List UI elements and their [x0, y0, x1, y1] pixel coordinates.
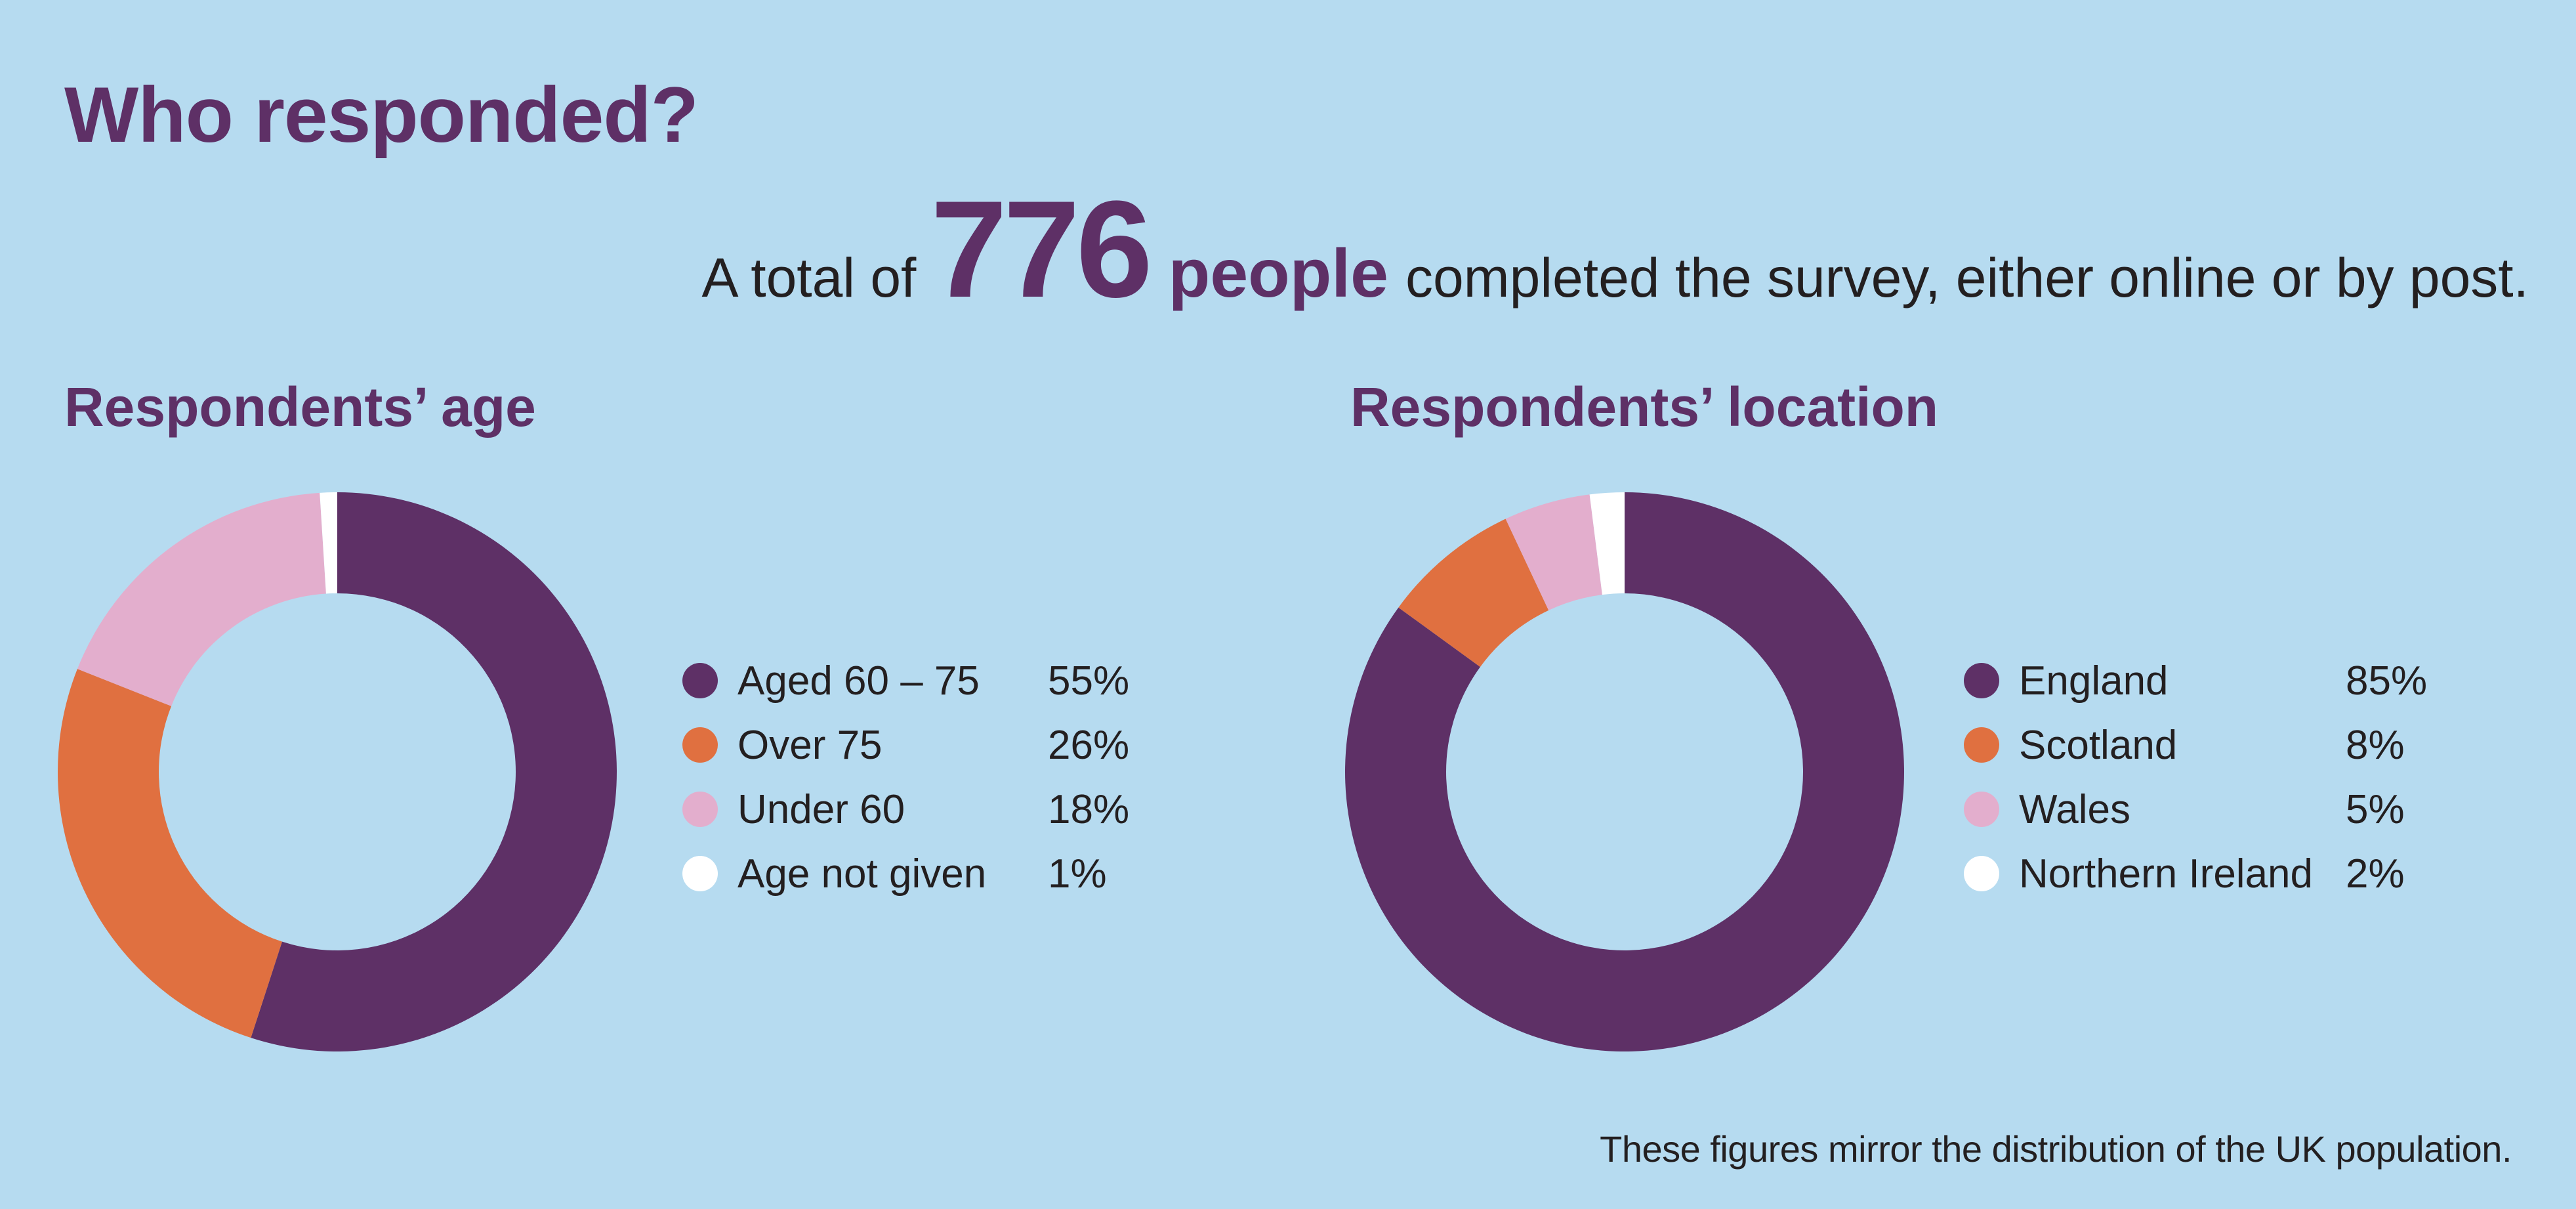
- donut-slice-scotland: [1398, 519, 1549, 668]
- legend-label: Scotland: [2019, 722, 2178, 768]
- donut-slice-aged-60-75: [251, 492, 617, 1051]
- legend-value: 85%: [2346, 658, 2428, 704]
- legend-swatch: [682, 663, 718, 698]
- legend-swatch: [1964, 792, 1999, 827]
- donut-slice-age-not-given: [320, 492, 337, 594]
- donut-slice-under-60: [77, 492, 326, 706]
- legend-item: Under 60 18%: [682, 777, 1129, 841]
- footnote: These figures mirror the distribution of…: [1600, 1128, 2512, 1170]
- legend-swatch: [1964, 727, 1999, 763]
- donut-slice-wales: [1505, 494, 1602, 610]
- legend-item: Scotland 8%: [1964, 713, 2405, 777]
- age-legend: Aged 60 – 75 55% Over 75 26% Under 60 18…: [682, 648, 1129, 906]
- legend-value: 18%: [1048, 786, 1130, 832]
- legend-item: Over 75 26%: [682, 713, 1129, 777]
- legend-value: 55%: [1048, 658, 1130, 704]
- legend-swatch: [1964, 663, 1999, 698]
- legend-item: Northern Ireland 2%: [1964, 841, 2405, 906]
- legend-label: Age not given: [737, 851, 987, 897]
- donut-slice-over-75: [58, 669, 282, 1038]
- location-legend: England 85% Scotland 8% Wales 5% Norther…: [1964, 648, 2427, 906]
- location-donut-chart: [1345, 492, 1904, 1051]
- donut-slice-england: [1345, 492, 1904, 1051]
- page-title: Who responded?: [64, 71, 699, 159]
- age-donut-chart: [58, 492, 617, 1051]
- headline: A total of 776 people completed the surv…: [702, 180, 2529, 318]
- legend-swatch: [682, 792, 718, 827]
- legend-swatch: [682, 856, 718, 891]
- headline-prefix: A total of: [701, 247, 917, 308]
- legend-value: 5%: [2346, 786, 2405, 832]
- legend-label: Over 75: [737, 722, 883, 768]
- legend-value: 26%: [1048, 722, 1130, 768]
- legend-item: England 85%: [1964, 648, 2427, 713]
- legend-value: 1%: [1048, 851, 1107, 897]
- legend-label: Wales: [2019, 786, 2130, 832]
- headline-suffix: completed the survey, either online or b…: [1405, 247, 2529, 308]
- legend-item: Age not given 1%: [682, 841, 1107, 906]
- legend-label: Aged 60 – 75: [737, 658, 980, 704]
- location-chart-title: Respondents’ location: [1350, 376, 1939, 438]
- legend-value: 8%: [2346, 722, 2405, 768]
- legend-item: Wales 5%: [1964, 777, 2405, 841]
- legend-swatch: [1964, 856, 1999, 891]
- legend-label: England: [2019, 658, 2169, 704]
- legend-swatch: [682, 727, 718, 763]
- legend-label: Northern Ireland: [2019, 851, 2314, 897]
- age-chart-title: Respondents’ age: [64, 376, 536, 438]
- donut-slice-northern-ireland: [1589, 492, 1625, 595]
- legend-item: Aged 60 – 75 55%: [682, 648, 1129, 713]
- legend-label: Under 60: [737, 786, 905, 832]
- legend-value: 2%: [2346, 851, 2405, 897]
- headline-total: 776: [930, 172, 1152, 326]
- headline-unit: people: [1168, 236, 1388, 312]
